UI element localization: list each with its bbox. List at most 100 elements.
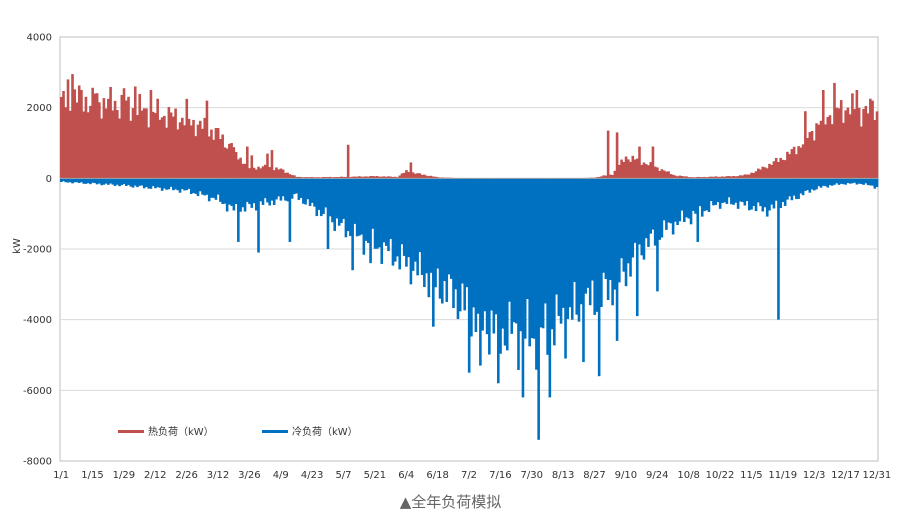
heat-load-bar xyxy=(698,177,702,179)
legend-swatch-cool xyxy=(262,430,288,433)
cool-load-bar xyxy=(319,178,323,217)
heat-load-bar xyxy=(349,177,352,179)
heat-load-bar xyxy=(855,90,859,179)
cool-load-bar xyxy=(488,178,491,355)
cool-load-bar xyxy=(633,178,637,243)
cool-load-bar xyxy=(131,178,135,188)
cool-load-bar xyxy=(418,178,422,253)
heat-load-bar xyxy=(118,118,121,179)
cool-load-bar xyxy=(821,178,825,186)
heat-load-bar xyxy=(721,176,724,179)
cool-load-bar xyxy=(741,178,744,203)
heat-load-bar xyxy=(304,177,307,179)
x-tick-label: 12/17 xyxy=(831,470,860,481)
cool-load-bar xyxy=(644,178,648,239)
cool-load-bar xyxy=(216,178,220,195)
cool-load-bar xyxy=(270,178,274,201)
cool-load-bar xyxy=(205,178,209,195)
cool-load-bar xyxy=(808,178,812,193)
heat-load-bar xyxy=(373,176,377,179)
cool-load-bar xyxy=(136,178,139,188)
cool-load-bar xyxy=(237,178,240,242)
cool-load-bar xyxy=(447,178,451,275)
cool-load-bar xyxy=(196,178,200,197)
heat-load-bar xyxy=(830,124,834,179)
heat-load-bar xyxy=(427,176,431,179)
cool-load-bar xyxy=(564,178,567,359)
heat-load-bar xyxy=(277,169,280,179)
heat-load-bar xyxy=(389,176,393,179)
cool-load-bar xyxy=(391,178,395,266)
heat-load-bar xyxy=(154,113,157,179)
y-tick-label: 0 xyxy=(46,174,52,185)
heat-load-bar xyxy=(839,100,843,179)
cool-load-bar xyxy=(763,178,767,208)
cool-load-bar xyxy=(647,178,650,247)
heat-load-bar xyxy=(351,176,354,179)
heat-load-bar xyxy=(779,157,782,179)
heat-load-bar xyxy=(644,164,648,179)
heat-load-bar xyxy=(434,176,437,179)
heat-load-bar xyxy=(183,125,186,179)
cool-load-bar xyxy=(445,178,449,302)
cool-load-bar xyxy=(591,178,594,281)
cool-load-bar xyxy=(687,178,691,219)
heat-load-bar xyxy=(64,107,68,179)
cool-load-bar xyxy=(254,178,258,211)
heat-load-bar xyxy=(75,102,79,179)
heat-load-bar xyxy=(234,151,238,179)
chart-svg: -8000 -6000 -4000 -2000 0 2000 4000 1/1 1/15 1/2… xyxy=(12,33,891,482)
cool-load-bar xyxy=(844,178,847,185)
cool-load-bar xyxy=(158,178,162,188)
heat-load-bar xyxy=(797,146,800,179)
cool-load-bar xyxy=(517,178,520,370)
cool-load-bar xyxy=(792,178,796,196)
heat-load-bar xyxy=(225,148,229,179)
heat-load-bar xyxy=(109,86,112,179)
heat-load-bar xyxy=(411,172,415,179)
heat-load-bar xyxy=(846,107,850,179)
cool-load-bar xyxy=(169,178,173,187)
cool-load-bar xyxy=(553,178,556,346)
y-tick-label: 4000 xyxy=(27,33,52,44)
cool-load-bar xyxy=(671,178,675,235)
cool-load-bar xyxy=(481,178,484,331)
cool-load-bar xyxy=(160,178,164,191)
cool-load-bar xyxy=(118,178,121,187)
heat-load-bar xyxy=(691,177,695,179)
heat-load-bar xyxy=(68,110,72,179)
cool-load-bar xyxy=(243,178,247,212)
cool-load-bar xyxy=(689,178,693,225)
heat-load-bar xyxy=(326,177,330,179)
cool-load-bar xyxy=(210,178,213,198)
heat-load-bar xyxy=(396,177,399,179)
cool-load-bars xyxy=(60,178,879,440)
cool-load-bar xyxy=(284,178,287,201)
cool-load-bar xyxy=(649,178,652,234)
heat-load-bar xyxy=(295,176,298,179)
cool-load-bar xyxy=(149,178,153,189)
heat-load-bar xyxy=(687,177,691,179)
cool-load-bar xyxy=(369,178,372,264)
cool-load-bar xyxy=(743,178,747,206)
cool-load-bar xyxy=(750,178,753,210)
cool-load-bar xyxy=(683,178,686,223)
cool-load-bar xyxy=(378,178,381,248)
cool-load-bar xyxy=(696,178,700,242)
heat-load-bar xyxy=(384,176,388,179)
heat-load-bar xyxy=(734,176,738,179)
heat-load-bar xyxy=(409,162,413,179)
heat-load-bar xyxy=(290,175,294,179)
heat-load-bar xyxy=(732,175,735,179)
cool-load-bar xyxy=(308,178,312,206)
cool-load-bar xyxy=(555,178,558,295)
cool-load-bar xyxy=(122,178,126,185)
cool-load-bar xyxy=(423,178,426,288)
cool-load-bar xyxy=(367,178,370,243)
cool-load-bar xyxy=(765,178,769,217)
cool-load-bar xyxy=(371,178,375,229)
heat-load-bar xyxy=(167,107,171,179)
cool-load-bar xyxy=(335,178,339,219)
cool-load-bar xyxy=(539,178,543,328)
cool-load-bar xyxy=(730,178,733,205)
